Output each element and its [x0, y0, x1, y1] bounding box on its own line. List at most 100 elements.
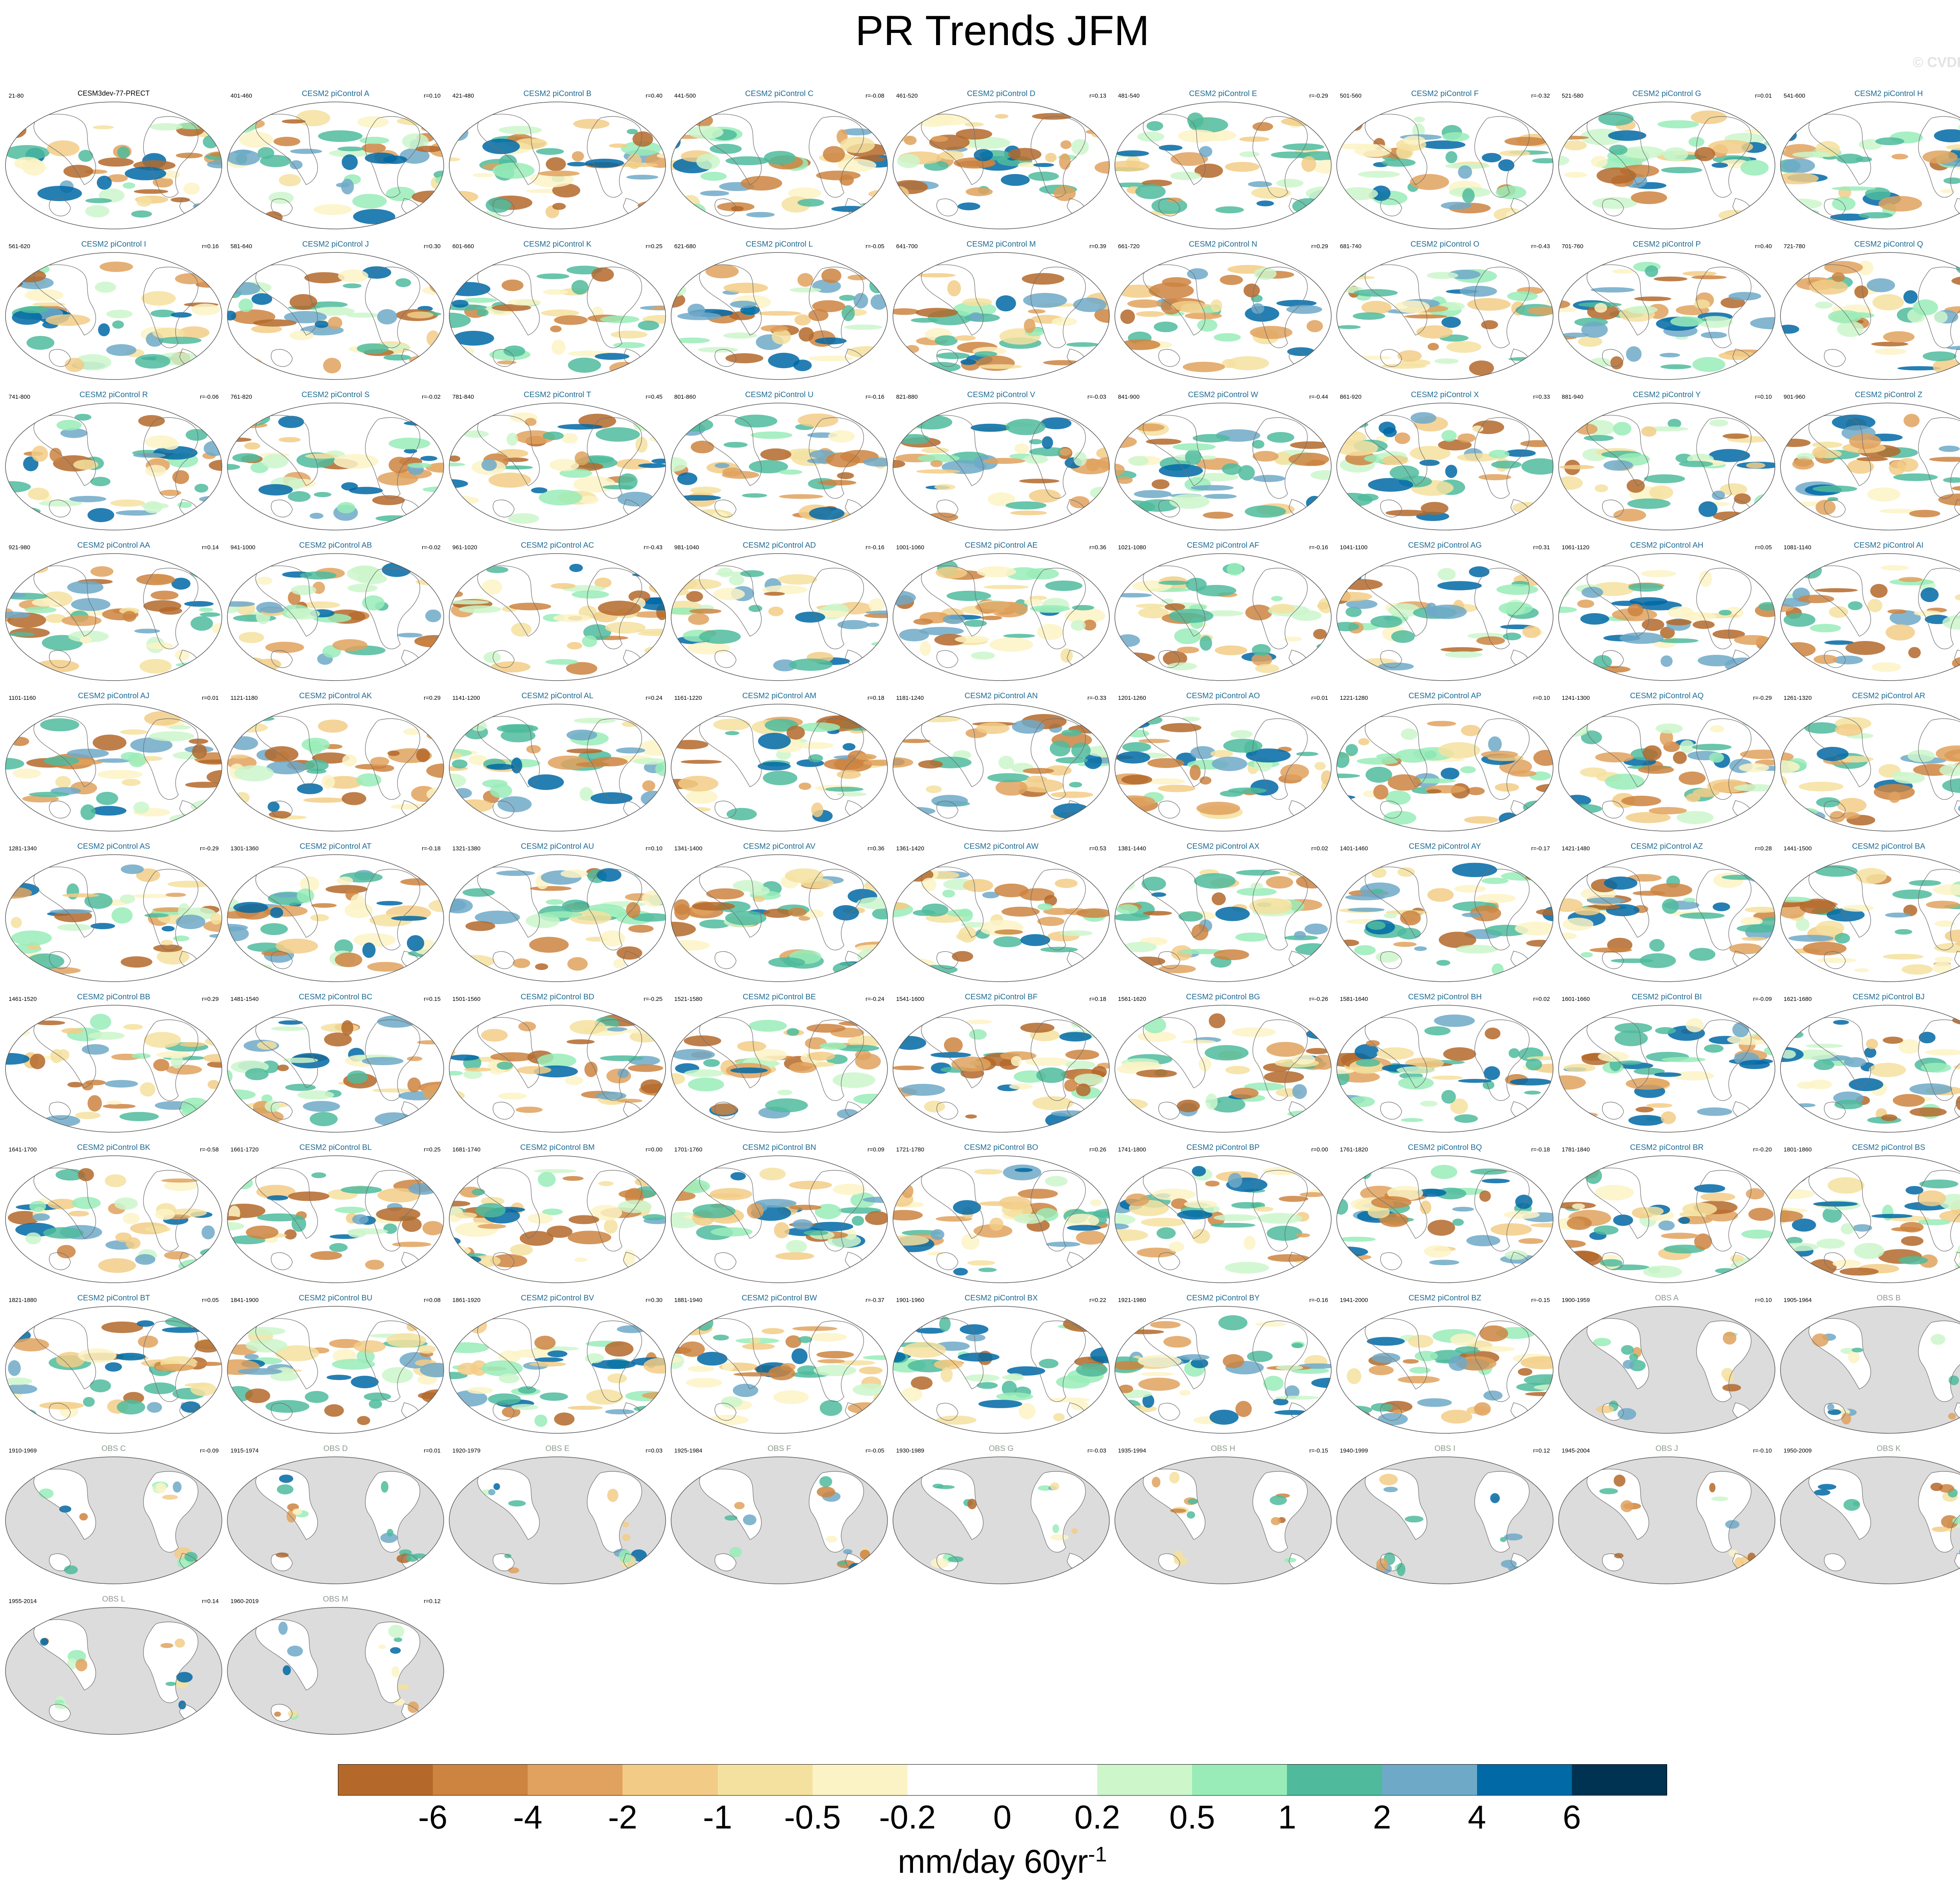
trend-blob — [1301, 156, 1316, 172]
map-outline — [449, 403, 666, 530]
panel-years: 421-480 — [452, 93, 474, 99]
trend-blob — [403, 728, 420, 735]
trend-blob — [337, 502, 356, 514]
trend-blob — [1045, 153, 1057, 162]
trend-blob — [1340, 187, 1378, 200]
trend-blob — [136, 574, 175, 585]
trend-blob — [5, 593, 48, 600]
trend-blob — [1745, 906, 1775, 913]
trend-blob — [1024, 318, 1036, 333]
trend-blob — [449, 312, 471, 328]
trend-blob — [935, 567, 967, 579]
trend-blob — [1290, 441, 1330, 449]
trend-blob — [251, 293, 272, 305]
trend-blob — [1065, 1060, 1095, 1069]
trend-blob — [133, 453, 166, 458]
panel-title: OBS H — [1210, 1444, 1236, 1453]
world-map — [1780, 1155, 1960, 1283]
trend-blob — [1893, 772, 1925, 784]
trend-blob — [274, 893, 300, 897]
trend-blob — [1522, 626, 1541, 638]
trend-blob — [1090, 1199, 1102, 1206]
trend-blob — [1898, 1256, 1928, 1265]
panel-years: 1681-1740 — [452, 1146, 481, 1153]
trend-blob — [260, 155, 291, 167]
trend-blob — [1371, 1403, 1393, 1412]
panel-title: CESM2 piControl BJ — [1853, 993, 1925, 1001]
trend-blob — [1595, 484, 1608, 492]
trend-blob — [449, 1098, 462, 1105]
trend-blob — [1621, 795, 1661, 806]
trend-blob — [1751, 1035, 1772, 1040]
trend-blob — [1450, 1333, 1477, 1346]
world-map — [227, 1155, 444, 1283]
trend-blob — [449, 898, 466, 912]
coastline — [255, 1318, 421, 1421]
trend-blob — [534, 1357, 564, 1362]
trend-blob — [1587, 897, 1626, 904]
trend-blob — [1171, 945, 1193, 961]
trend-blob — [93, 125, 114, 129]
trend-blob — [467, 1387, 493, 1394]
trend-blob — [332, 1359, 375, 1370]
trend-blob — [99, 261, 133, 272]
trend-blob — [1481, 877, 1509, 884]
trend-blob — [172, 1481, 182, 1493]
trend-blob — [352, 1214, 369, 1225]
trend-blob — [449, 462, 465, 467]
panel-years: 741-800 — [9, 394, 31, 400]
world-map — [1114, 1306, 1332, 1434]
panel-correlation: r=0.29 — [1311, 243, 1328, 250]
trend-blob — [5, 592, 26, 598]
panel-correlation: r=0.15 — [424, 996, 441, 1002]
trend-blob — [28, 487, 49, 500]
trend-blob — [1251, 653, 1272, 666]
trend-blob — [671, 113, 694, 120]
trend-blob — [415, 145, 442, 153]
trend-blob — [566, 662, 597, 675]
trend-blob — [289, 330, 314, 340]
coastline — [1365, 716, 1530, 819]
trend-blob — [85, 205, 110, 218]
trend-blob — [1150, 1321, 1181, 1329]
trend-blob — [1559, 300, 1570, 309]
panel-title: CESM2 piControl AT — [299, 842, 372, 851]
trend-blob — [1455, 1346, 1481, 1354]
trend-blob — [47, 140, 80, 156]
trend-blob — [202, 501, 222, 508]
trend-blob — [227, 605, 240, 613]
panel-title: CESM2 piControl BY — [1186, 1294, 1260, 1302]
trend-blob — [795, 612, 825, 623]
panel-years: 1905-1964 — [1784, 1297, 1812, 1304]
coastline — [477, 1168, 642, 1270]
world-map — [449, 1005, 666, 1133]
trend-blob — [1210, 299, 1222, 312]
trend-blob — [853, 293, 868, 309]
trend-blob — [1572, 1203, 1585, 1209]
trend-blob — [1158, 580, 1190, 585]
trend-blob — [641, 1079, 662, 1094]
trend-blob — [1521, 458, 1553, 475]
trend-blob — [185, 782, 222, 788]
trend-blob — [347, 1070, 368, 1084]
trend-blob — [1312, 352, 1331, 368]
panel-correlation: r=-0.17 — [1531, 845, 1550, 852]
trend-blob — [416, 661, 434, 671]
trend-blob — [1567, 1251, 1602, 1266]
trend-blob — [703, 1059, 720, 1067]
coastline — [1586, 1168, 1752, 1270]
panel-title: OBS G — [989, 1444, 1014, 1453]
trend-blob — [284, 1229, 297, 1240]
trend-blob — [376, 901, 403, 906]
trend-blob — [153, 1059, 169, 1071]
trend-blob — [566, 748, 603, 754]
panel-title: CESM2 piControl AJ — [78, 692, 150, 700]
trend-blob — [1215, 645, 1247, 655]
trend-blob — [983, 458, 1025, 464]
trend-blob — [958, 1353, 1000, 1362]
trend-blob — [1452, 1207, 1474, 1212]
trend-blob — [684, 1069, 724, 1077]
trend-blob — [1065, 607, 1105, 624]
